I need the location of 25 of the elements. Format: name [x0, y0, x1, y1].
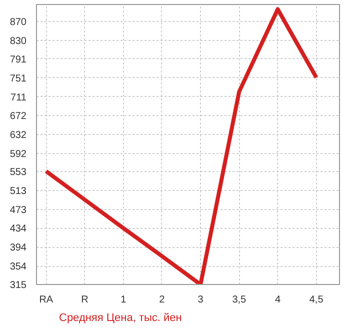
- y-tick-label: 830: [10, 36, 27, 48]
- y-tick-label: 672: [10, 110, 27, 122]
- x-tick-label: RA: [39, 294, 54, 306]
- text: Средняя Цена, тыс. йен: [59, 312, 182, 324]
- x-tick-label: 4: [274, 294, 281, 306]
- x-tick-label: R: [81, 294, 88, 306]
- x-tick-label: 3: [198, 294, 204, 306]
- x-tick-label: 4,5: [309, 294, 324, 306]
- y-tick-label: 473: [10, 205, 27, 216]
- y-tick-label: 632: [10, 130, 27, 141]
- y-tick-label: 434: [10, 224, 27, 235]
- y-tick-label: 791: [10, 54, 27, 66]
- y-tick-label: 711: [10, 92, 27, 104]
- y-tick-label: 870: [10, 17, 27, 28]
- y-tick-label: 751: [10, 73, 27, 84]
- y-tick-label: 592: [10, 148, 27, 160]
- y-tick-label: 354: [10, 262, 27, 273]
- x-tick-label: 1: [120, 294, 127, 306]
- line-series: [44, 7, 318, 284]
- y-tick-label: 394: [10, 242, 27, 254]
- y-tick-label: 513: [10, 186, 27, 198]
- x-tick-label: 2: [159, 294, 166, 306]
- y-tick-label: 553: [10, 167, 27, 178]
- y-tick-label: 315: [10, 280, 27, 291]
- x-tick-label: 3,5: [232, 294, 247, 306]
